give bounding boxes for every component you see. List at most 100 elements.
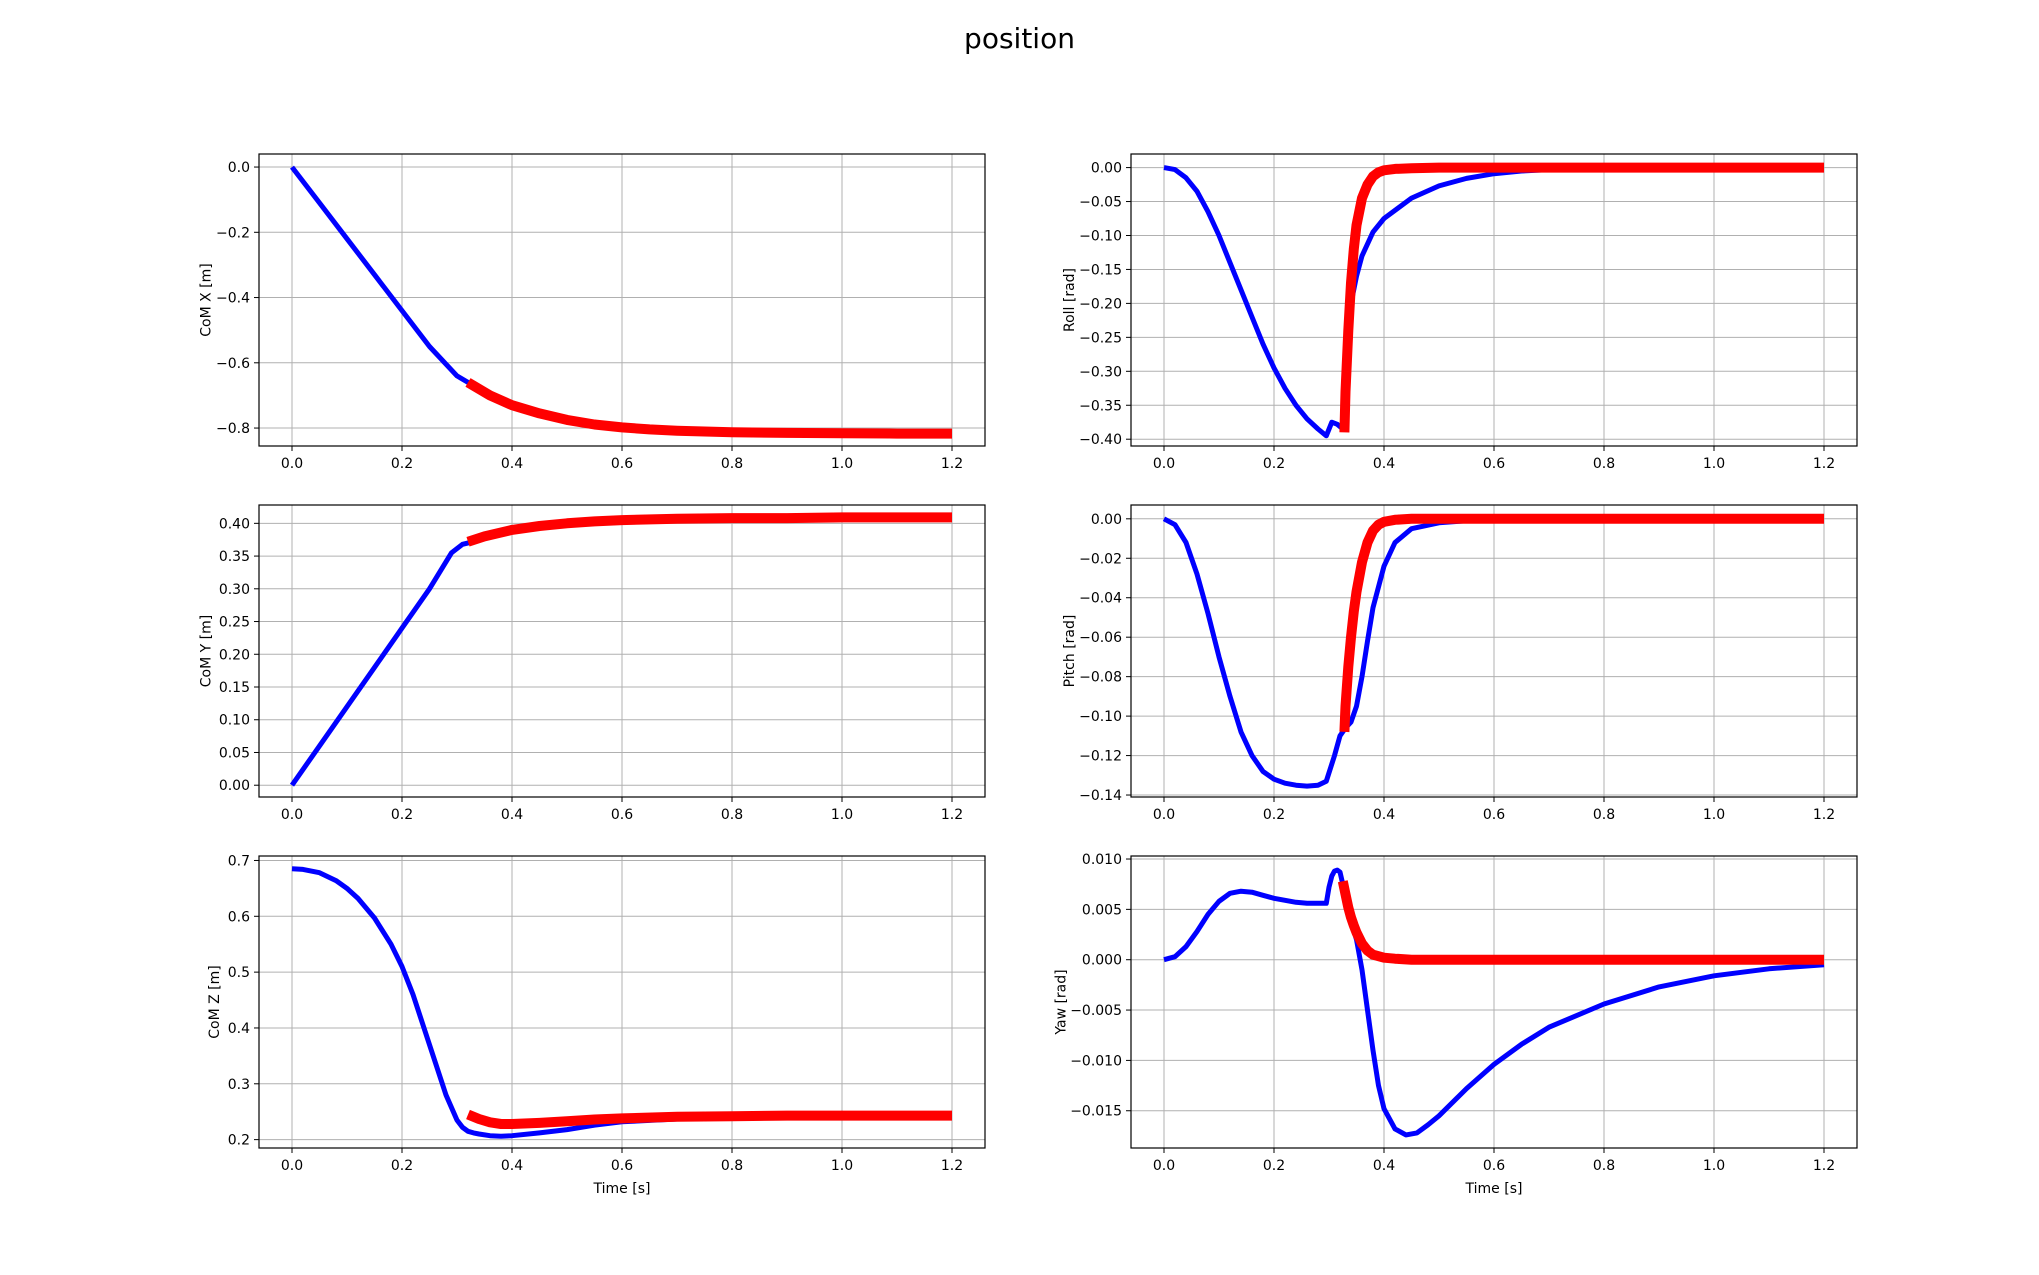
subplot-pitch: 0.0 0.2 0.4 0.6 0.8 1.0 1.2 0.00 −0.02 −0.04 −0.06…: [1062, 504, 1858, 823]
y-tick-label: 0.6: [228, 909, 250, 925]
x-tick-label: 0.2: [1263, 807, 1285, 823]
x-tick-label: 0.8: [1593, 456, 1615, 472]
x-tick-label: 0.8: [721, 456, 743, 472]
x-tick-label: 1.0: [1703, 1158, 1725, 1174]
x-tick-label: 0.6: [611, 1158, 633, 1174]
series-red-line: [1337, 880, 1824, 965]
x-tick-label: 1.0: [831, 456, 853, 472]
y-tick-label: 0.00: [1091, 161, 1122, 177]
y-axis-label: CoM Y [m]: [199, 615, 215, 687]
y-tick-label: −0.4: [216, 291, 250, 307]
y-axis-label: Roll [rad]: [1062, 268, 1078, 332]
y-tick-label: −0.02: [1079, 551, 1122, 567]
series-red-line: [1339, 513, 1824, 733]
y-tick-label: −0.12: [1079, 749, 1122, 765]
y-tick-label: 0.00: [1091, 512, 1122, 528]
series-red-line: [466, 512, 952, 547]
subplot-grid: 0.0 0.2 0.4 0.6 0.8 1.0 1.2 0.0 −0.2 −0.4 −0.6 −0.8…: [199, 153, 1858, 1197]
x-tick-label: 0.6: [611, 456, 633, 472]
subplot-roll: 0.0 0.2 0.4 0.6 0.8 1.0 1.2 0.00 −0.05 −0.10 −0.15…: [1062, 153, 1858, 472]
y-tick-label: 0.40: [219, 516, 250, 532]
y-tick-label: 0.010: [1082, 852, 1122, 868]
y-tick-label: −0.40: [1079, 432, 1122, 448]
y-axis-label: Pitch [rad]: [1062, 615, 1078, 688]
x-tick-label: 0.8: [1593, 807, 1615, 823]
y-tick-label: 0.7: [228, 853, 250, 869]
y-tick-label: −0.005: [1070, 1003, 1122, 1019]
x-tick-label: 0.6: [1483, 807, 1505, 823]
y-tick-label: 0.25: [219, 615, 250, 631]
x-tick-label: 0.4: [501, 807, 523, 823]
figure-title: position: [964, 22, 1075, 55]
y-tick-label: 0.20: [219, 647, 250, 663]
y-tick-label: −0.08: [1079, 670, 1122, 686]
x-tick-label: 0.2: [391, 807, 413, 823]
x-tick-label: 1.2: [941, 1158, 963, 1174]
x-tick-label: 0.6: [611, 807, 633, 823]
y-tick-label: −0.35: [1079, 398, 1122, 414]
y-tick-label: −0.06: [1079, 630, 1122, 646]
y-tick-label: −0.30: [1079, 364, 1122, 380]
x-tick-label: 0.0: [281, 456, 303, 472]
y-tick-label: 0.0: [228, 160, 250, 176]
x-tick-label: 1.2: [1813, 807, 1835, 823]
y-tick-label: −0.10: [1079, 228, 1122, 244]
series-red-line: [465, 378, 952, 439]
x-axis-label: Time [s]: [1465, 1181, 1523, 1197]
y-tick-label: −0.010: [1070, 1053, 1122, 1069]
x-tick-label: 0.6: [1483, 456, 1505, 472]
series-red-line: [1339, 162, 1824, 433]
subplot-com-y: 0.0 0.2 0.4 0.6 0.8 1.0 1.2 0.40 0.35 0.30 0.25 0.2…: [199, 504, 986, 823]
x-tick-label: 0.4: [1373, 1158, 1395, 1174]
series-blue-line: [289, 539, 475, 787]
series-red-line: [466, 1109, 952, 1129]
x-tick-label: 1.2: [1813, 1158, 1835, 1174]
y-axis-label: CoM X [m]: [199, 263, 215, 336]
y-tick-label: −0.10: [1079, 709, 1122, 725]
x-tick-label: 0.8: [721, 807, 743, 823]
y-tick-label: 0.30: [219, 582, 250, 598]
y-axis-label: Yaw [rad]: [1053, 969, 1069, 1035]
y-tick-label: −0.15: [1079, 262, 1122, 278]
y-tick-label: −0.05: [1079, 195, 1122, 211]
y-tick-label: −0.20: [1079, 296, 1122, 312]
y-tick-label: 0.10: [219, 713, 250, 729]
subplot-yaw: 0.0 0.2 0.4 0.6 0.8 1.0 1.2 0.010 0.005 0.000 −0.0…: [1053, 852, 1858, 1197]
y-tick-label: 0.005: [1082, 902, 1122, 918]
x-tick-label: 1.0: [831, 1158, 853, 1174]
x-tick-label: 1.2: [941, 456, 963, 472]
x-tick-label: 1.0: [1703, 807, 1725, 823]
x-tick-label: 0.0: [1153, 456, 1175, 472]
y-tick-label: 0.3: [228, 1077, 250, 1093]
x-tick-label: 1.2: [941, 807, 963, 823]
y-tick-label: −0.2: [216, 225, 250, 241]
x-axis-label: Time [s]: [593, 1181, 651, 1197]
x-tick-label: 0.8: [1593, 1158, 1615, 1174]
x-tick-label: 0.0: [281, 807, 303, 823]
y-tick-label: 0.05: [219, 745, 250, 761]
x-tick-label: 0.8: [721, 1158, 743, 1174]
x-tick-label: 1.0: [831, 807, 853, 823]
x-tick-label: 0.4: [1373, 456, 1395, 472]
x-tick-label: 0.0: [1153, 807, 1175, 823]
y-tick-label: 0.15: [219, 680, 250, 696]
x-tick-label: 1.0: [1703, 456, 1725, 472]
y-tick-label: 0.4: [228, 1021, 250, 1037]
x-tick-label: 1.2: [1813, 456, 1835, 472]
x-tick-label: 0.4: [501, 456, 523, 472]
x-tick-label: 0.0: [281, 1158, 303, 1174]
y-tick-label: 0.00: [219, 778, 250, 794]
y-tick-label: −0.14: [1079, 788, 1122, 804]
x-tick-label: 0.2: [1263, 456, 1285, 472]
y-tick-label: 0.2: [228, 1133, 250, 1149]
x-tick-label: 0.0: [1153, 1158, 1175, 1174]
x-tick-label: 0.2: [391, 456, 413, 472]
subplot-com-z: 0.0 0.2 0.4 0.6 0.8 1.0 1.2 0.7 0.6 0.5 0.4 0.3 0.2 C…: [207, 853, 986, 1197]
x-tick-label: 0.2: [391, 1158, 413, 1174]
y-tick-label: 0.35: [219, 549, 250, 565]
y-tick-label: −0.25: [1079, 330, 1122, 346]
x-tick-label: 0.4: [1373, 807, 1395, 823]
y-tick-label: 0.000: [1082, 953, 1122, 969]
y-tick-label: 0.5: [228, 965, 250, 981]
